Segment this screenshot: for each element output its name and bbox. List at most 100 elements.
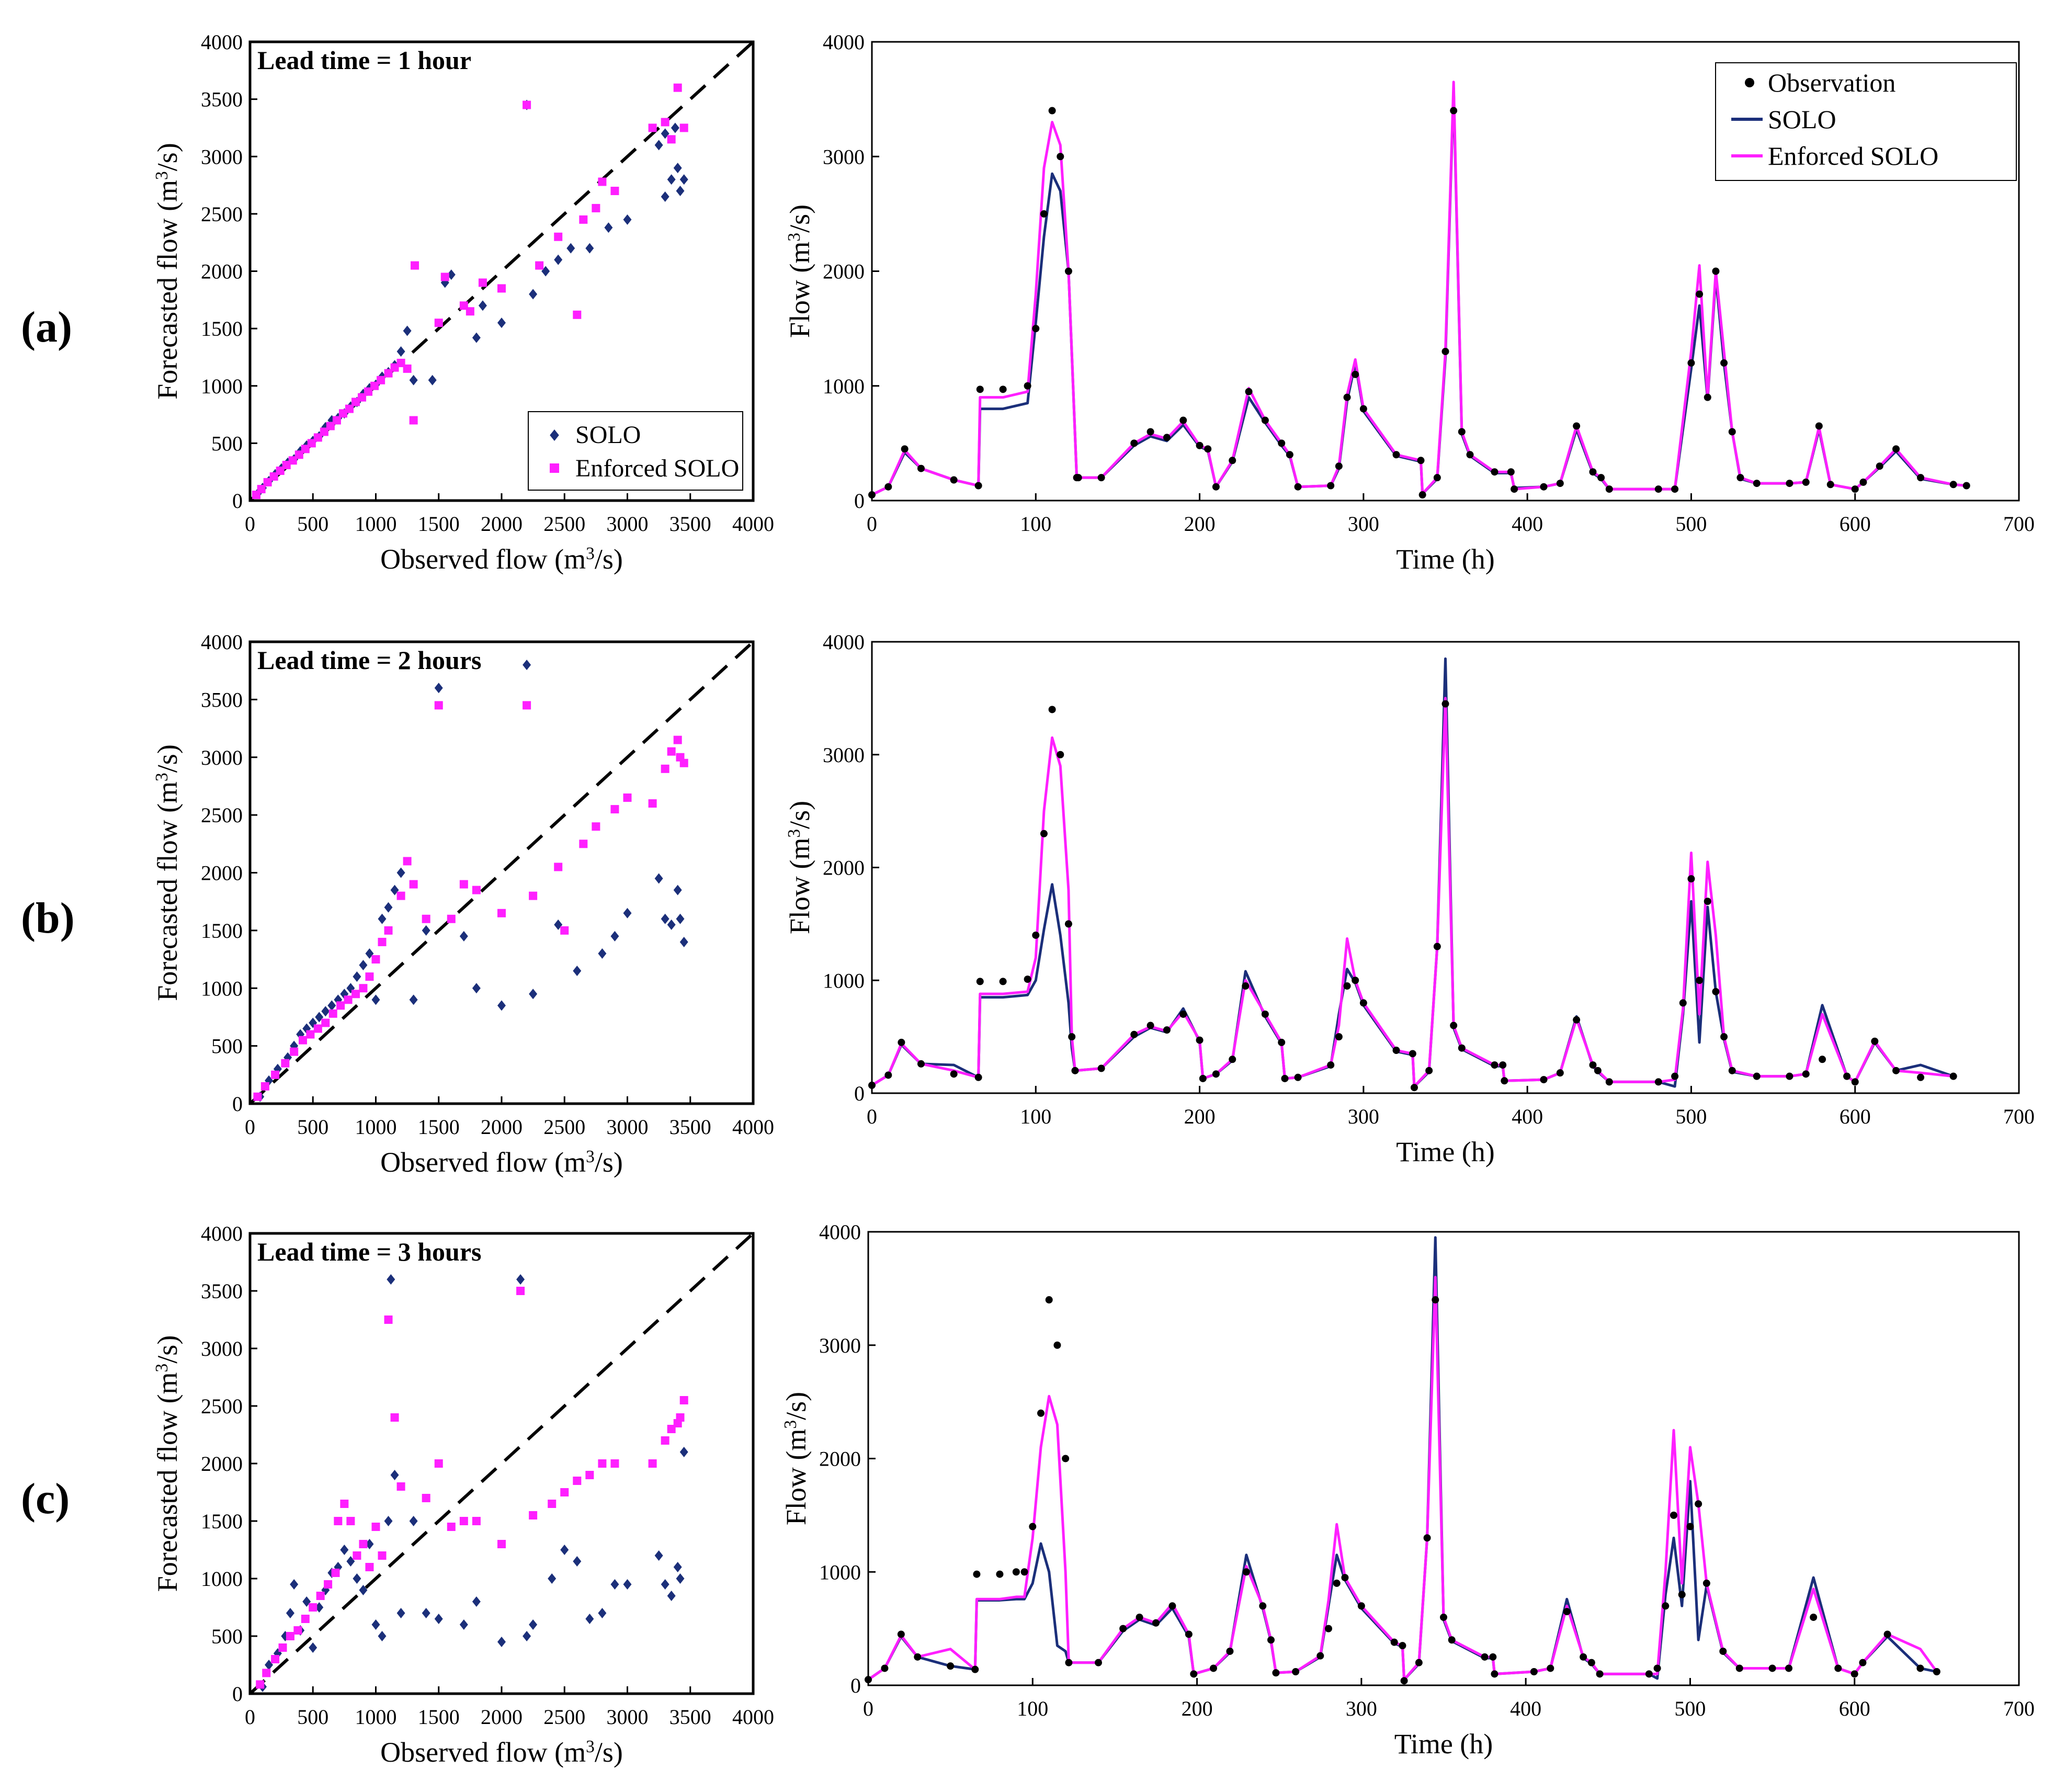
observation-point — [950, 476, 958, 484]
observation-point — [1786, 480, 1793, 487]
solo-point — [661, 191, 669, 202]
observation-point — [1261, 1010, 1269, 1018]
solo-point — [302, 1596, 311, 1607]
observation-point — [1292, 1668, 1300, 1675]
solo-point — [610, 1579, 619, 1590]
x-tick-label: 100 — [1017, 1697, 1048, 1720]
observation-point — [1547, 1664, 1554, 1672]
enforced-solo-point — [472, 1517, 481, 1525]
observation-point — [1530, 1668, 1538, 1675]
enforced-solo-point — [332, 416, 341, 425]
observation-point — [1352, 977, 1359, 984]
observation-point — [1400, 1677, 1408, 1685]
observation-point — [1024, 382, 1031, 390]
observation-point — [1695, 1500, 1702, 1508]
observation-point — [1037, 1409, 1045, 1417]
solo-point — [286, 1608, 294, 1618]
enforced-solo-point — [365, 972, 374, 981]
solo-point — [676, 913, 685, 924]
observation-point — [1679, 999, 1687, 1007]
observation-point — [1032, 931, 1040, 939]
observation-point — [1654, 485, 1662, 493]
observation-point — [1810, 1613, 1818, 1621]
observation-point — [1012, 1568, 1020, 1576]
observation-point — [1719, 1647, 1727, 1655]
y-tick-label: 4000 — [823, 630, 865, 654]
y-tick-label: 1000 — [823, 375, 865, 398]
x-tick-label: 2500 — [543, 512, 585, 536]
observation-point — [1065, 1659, 1073, 1666]
solo-point — [447, 269, 456, 280]
x-tick-label: 2000 — [481, 512, 523, 536]
observation-point — [1212, 1070, 1220, 1078]
observation-point — [1097, 474, 1105, 482]
observation-point — [1720, 359, 1728, 367]
x-tick-label: 0 — [863, 1697, 873, 1720]
observation-point — [1074, 474, 1082, 482]
y-tick-label: 4000 — [201, 30, 243, 54]
enforced-solo-point — [661, 1436, 669, 1445]
observation-point — [950, 1070, 958, 1078]
x-tick-label: 3000 — [607, 512, 649, 536]
observation-point — [1871, 1037, 1879, 1045]
enforced-solo-point — [364, 387, 373, 396]
panel-label-c: (c) — [21, 1475, 70, 1523]
observation-point — [1687, 359, 1695, 367]
observation-point — [976, 385, 984, 393]
observation-point — [1702, 1579, 1710, 1587]
y-axis-label: Flow (m3/s) — [784, 205, 815, 338]
x-tick-label: 3500 — [669, 1705, 711, 1729]
observation-point — [1245, 388, 1253, 395]
enforced-solo-point — [585, 1471, 594, 1479]
enforced-solo-point — [673, 83, 682, 92]
enforced-solo-point — [390, 363, 399, 372]
enforced-solo-point — [370, 381, 379, 390]
x-axis-label: Observed flow (m3/s) — [380, 1737, 623, 1768]
legend-label-enforced: Enforced SOLO — [1768, 141, 1938, 171]
observation-point — [1130, 1030, 1138, 1038]
legend-label-solo: SOLO — [1768, 105, 1836, 134]
y-tick-label: 3000 — [819, 1334, 861, 1357]
solo-point — [673, 163, 682, 174]
enforced-solo-point — [667, 135, 676, 144]
enforced-solo-point — [579, 215, 588, 224]
enforced-solo-point — [648, 1459, 657, 1468]
observation-point — [1415, 1659, 1423, 1666]
timeseries-panel-b: 0 100 200 300 400 500 600 700 0 1000 2000 3000 4000 T… — [784, 630, 2035, 1167]
observation-point — [1596, 1670, 1604, 1678]
y-tick-label: 4000 — [201, 630, 243, 654]
x-tick-label: 1000 — [355, 1705, 397, 1729]
observation-point — [1712, 988, 1720, 995]
observation-point — [1229, 457, 1236, 464]
enforced-solo-point — [313, 1024, 322, 1033]
observation-point — [1418, 491, 1426, 499]
observation-point — [1136, 1613, 1143, 1621]
observation-point — [1851, 485, 1859, 493]
enforced-solo-point — [281, 1059, 290, 1068]
enforced-solo-point — [390, 1413, 399, 1422]
x-tick-label: 500 — [1675, 512, 1707, 536]
solo-point — [654, 1550, 663, 1561]
enforced-solo-point — [257, 485, 266, 494]
lead-time-annotation: Lead time = 1 hour — [257, 46, 471, 75]
enforced-solo-point — [384, 1315, 393, 1324]
enforced-solo-point — [610, 805, 619, 814]
observation-point — [1563, 1608, 1571, 1616]
enforced-solo-point — [286, 1632, 294, 1640]
observation-point — [1410, 1084, 1418, 1092]
x-tick-label: 2500 — [543, 1705, 585, 1729]
enforced-solo-point — [648, 123, 657, 132]
observation-point — [1068, 1033, 1076, 1041]
enforced-solo-point — [307, 439, 316, 448]
solo-point — [667, 1591, 676, 1601]
observation-point — [1573, 1016, 1581, 1024]
x-tick-label: 4000 — [732, 512, 774, 536]
enforced-solo-point — [309, 1603, 317, 1612]
enforced-solo-point — [554, 863, 563, 871]
observation-point — [1316, 1652, 1324, 1660]
x-tick-label: 500 — [297, 1115, 328, 1139]
x-axis-label: Time (h) — [1396, 543, 1495, 575]
solo-point — [309, 1642, 317, 1653]
enforced-solo-point — [403, 857, 412, 866]
observation-point — [1736, 474, 1744, 482]
